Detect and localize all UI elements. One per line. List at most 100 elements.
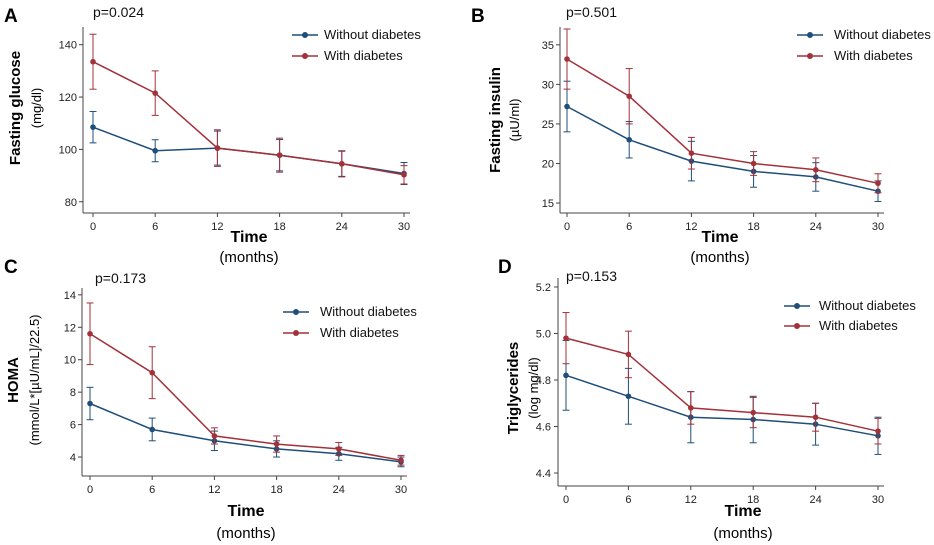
panel-d: D p=0.153 Triglycerides (log mg/dl) Time… (498, 257, 916, 542)
data-point-with-d (688, 405, 694, 411)
legend-label-with-c: With diabetes (320, 325, 399, 340)
x-axis-unit-a: (months) (219, 249, 278, 266)
y-tick-label-c: 6 (70, 420, 76, 432)
p-value-c: p=0.173 (95, 270, 146, 286)
y-tick-label-c: 10 (64, 355, 76, 367)
y-tick-label-a: 100 (59, 144, 77, 156)
data-point-without-b (564, 103, 570, 110)
data-point-with-c (336, 446, 342, 452)
y-tick-label-a: 140 (59, 40, 77, 52)
legend-label-without-b: Without diabetes (834, 27, 931, 42)
series-line-without-d (565, 374, 879, 437)
x-axis-unit-d: (months) (713, 525, 772, 542)
x-tick-label-a: 0 (90, 221, 96, 233)
x-tick-label-c: 0 (87, 484, 93, 496)
y-tick-label-b: 15 (542, 198, 554, 210)
data-point-with-a (214, 145, 221, 151)
y-tick-label-d: 5.2 (536, 282, 551, 294)
data-point-with-d (625, 351, 632, 358)
data-point-without-a (90, 124, 96, 130)
y-tick-label-d: 4.4 (536, 468, 551, 480)
data-point-with-d (750, 409, 756, 416)
legend-marker-without-c (293, 309, 299, 315)
panel-letter-a: A (4, 6, 18, 27)
y-axis-unit-d: (log mg/dl) (526, 357, 541, 418)
x-tick-label-b: 6 (626, 221, 632, 233)
y-tick-label-c: 8 (70, 387, 76, 399)
p-value-b: p=0.501 (566, 4, 617, 20)
data-point-with-d (812, 414, 819, 421)
x-tick-label-b: 12 (685, 221, 697, 233)
data-point-with-c (211, 433, 218, 439)
panel-a: A p=0.024 Fasting glucose (mg/dl) Time (… (4, 4, 421, 266)
x-tick-label-a: 12 (211, 221, 223, 233)
data-point-with-c (149, 369, 155, 376)
x-tick-label-b: 0 (564, 221, 570, 233)
x-tick-label-b: 24 (810, 221, 822, 233)
legend-label-without-c: Without diabetes (320, 304, 417, 319)
series-line-with-b (566, 58, 879, 185)
x-tick-label-a: 6 (152, 221, 158, 233)
y-tick-label-d: 4.6 (536, 422, 551, 434)
data-point-with-a (339, 161, 345, 167)
data-point-with-a (152, 90, 158, 96)
data-point-with-b (564, 56, 570, 62)
legend-marker-without-a (302, 32, 308, 38)
x-tick-label-c: 30 (395, 484, 407, 496)
y-tick-label-b: 35 (542, 40, 554, 52)
data-point-with-b (813, 167, 819, 173)
series-line-with-c (89, 333, 402, 462)
data-point-without-d (563, 372, 569, 379)
y-tick-label-a: 120 (59, 92, 77, 104)
data-point-with-b (875, 180, 881, 187)
data-point-with-d (563, 335, 569, 341)
series-line-without-b (566, 105, 879, 192)
y-tick-label-c: 14 (64, 290, 76, 302)
x-tick-label-c: 12 (208, 484, 220, 496)
x-tick-label-c: 18 (270, 484, 282, 496)
x-tick-label-c: 24 (333, 484, 345, 496)
y-tick-label-d: 5.0 (536, 328, 551, 340)
data-point-with-c (87, 330, 93, 337)
y-axis-title-d: Triglycerides (505, 342, 522, 435)
x-tick-label-d: 30 (872, 494, 884, 506)
y-tick-label-c: 12 (64, 322, 76, 334)
panel-letter-b: B (471, 6, 485, 27)
data-point-with-c (398, 457, 404, 464)
x-axis-title-c: Time (227, 503, 264, 520)
panel-b: B p=0.501 Fasting insulin (µU/ml) Time (… (471, 4, 931, 266)
series-line-with-d (565, 337, 879, 432)
y-axis-unit-b: (µU/ml) (507, 99, 522, 142)
x-tick-label-d: 6 (625, 494, 631, 506)
y-tick-label-b: 25 (542, 119, 554, 131)
y-tick-label-c: 4 (70, 452, 76, 464)
x-axis-unit-c: (months) (216, 525, 275, 542)
x-axis-title-b: Time (701, 229, 738, 246)
data-point-without-b (626, 136, 632, 143)
y-axis-title-b: Fasting insulin (487, 67, 504, 173)
y-tick-label-a: 80 (65, 197, 77, 209)
data-point-without-d (625, 393, 632, 400)
legend-marker-without-b (807, 32, 813, 38)
data-point-with-d (875, 428, 881, 434)
data-point-with-a (276, 152, 283, 158)
y-tick-label-b: 30 (542, 79, 554, 91)
series-line-without-c (89, 402, 402, 463)
legend-label-with-b: With diabetes (834, 48, 913, 63)
legend-label-without-a: Without diabetes (324, 27, 421, 42)
panel-c: C p=0.173 HOMA (mmol/L*[µU/mL]/22.5) Tim… (4, 257, 417, 542)
x-axis-unit-b: (months) (690, 249, 749, 266)
x-tick-label-d: 12 (685, 494, 697, 506)
y-tick-label-b: 20 (542, 158, 554, 170)
y-tick-label-d: 4.8 (536, 375, 551, 387)
panel-letter-c: C (4, 257, 18, 278)
data-point-without-c (149, 426, 155, 433)
x-tick-label-d: 18 (747, 494, 759, 506)
data-point-without-c (87, 400, 93, 407)
legend-label-with-a: With diabetes (324, 48, 403, 63)
x-tick-label-a: 18 (273, 221, 285, 233)
y-axis-title-a: Fasting glucose (7, 51, 24, 165)
x-tick-label-c: 6 (149, 484, 155, 496)
y-axis-unit-c: (mmol/L*[µU/mL]/22.5) (27, 314, 42, 445)
